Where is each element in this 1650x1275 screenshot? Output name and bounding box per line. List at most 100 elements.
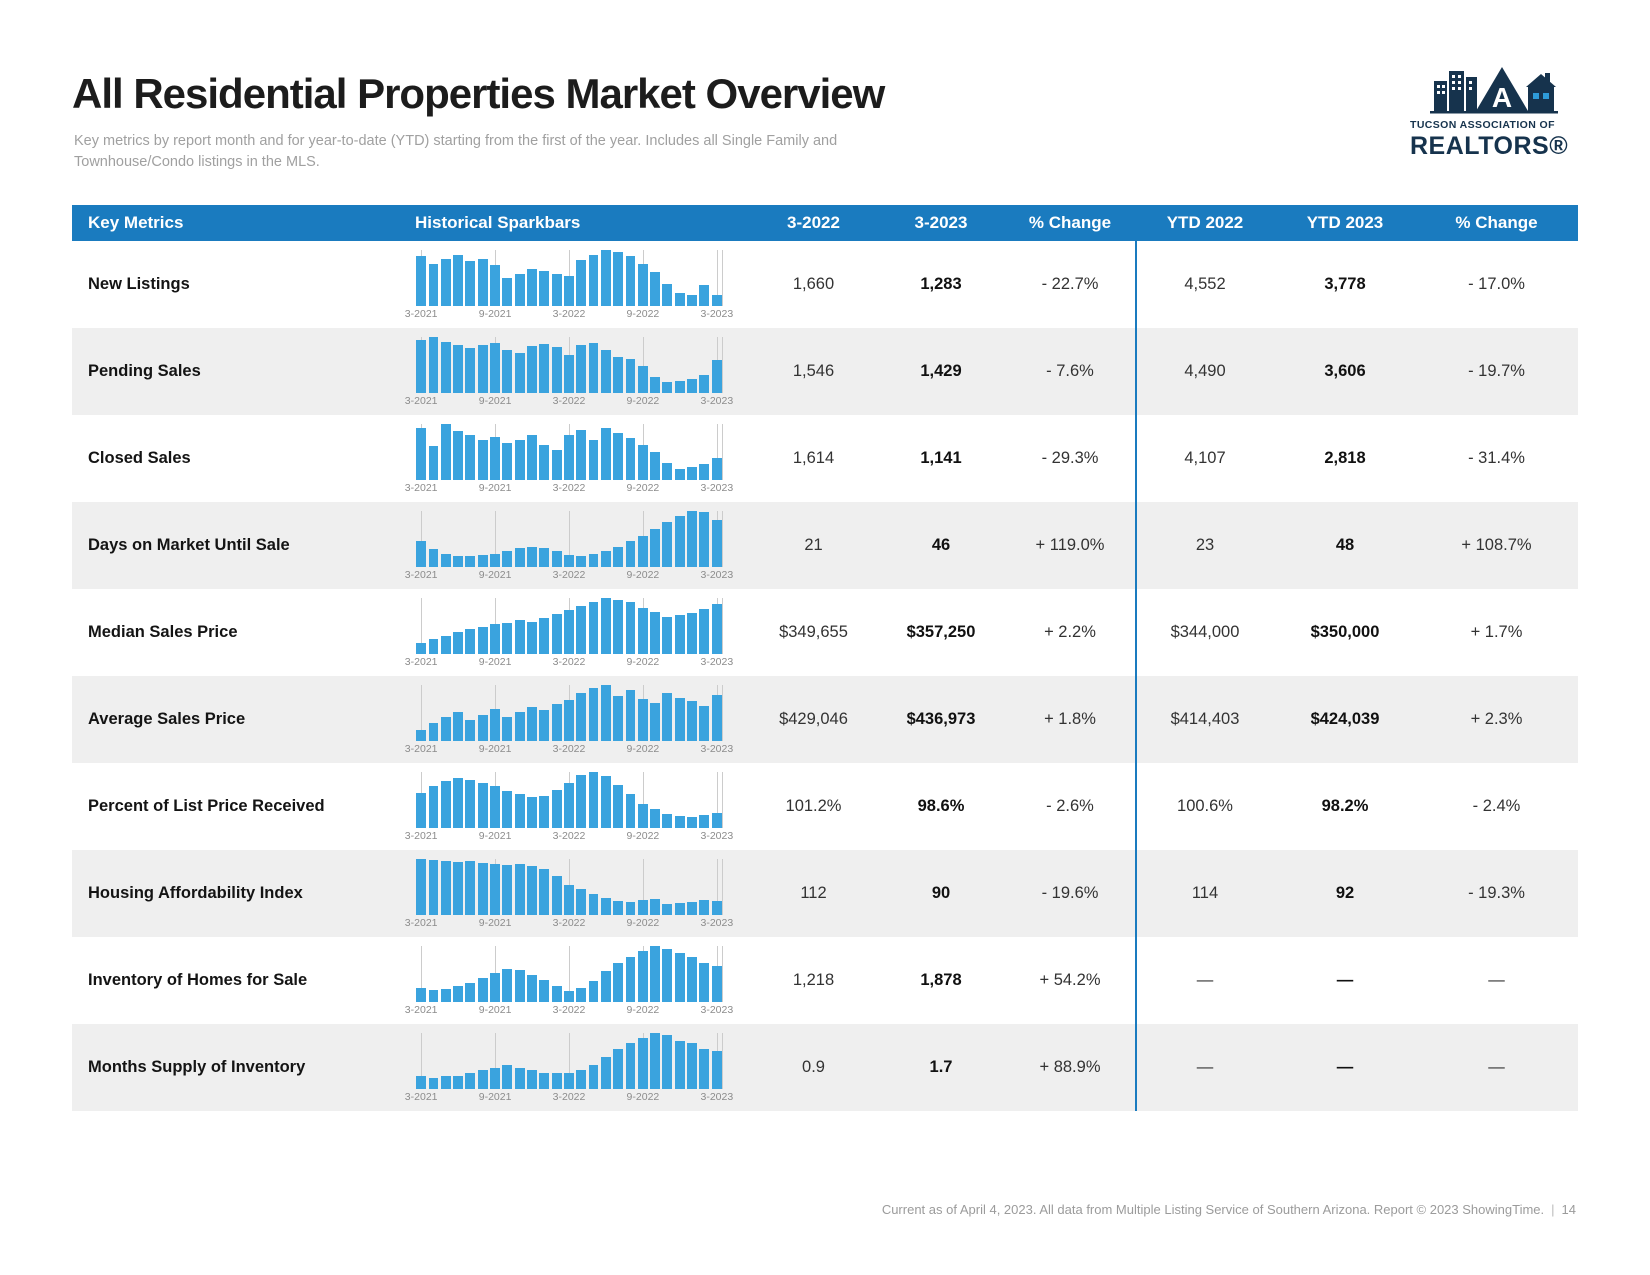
- spark-bar: [674, 293, 685, 306]
- spark-bar: [637, 900, 648, 915]
- spark-bar: [465, 861, 476, 915]
- spark-bar: [637, 535, 648, 567]
- spark-bar: [465, 720, 476, 741]
- spark-bar: [662, 283, 673, 306]
- spark-bar: [576, 774, 587, 828]
- spark-bar: [428, 1078, 439, 1089]
- spark-bar: [600, 970, 611, 1002]
- spark-bar: [576, 430, 587, 480]
- logo-org-name: TUCSON ASSOCIATION OF: [1410, 119, 1555, 131]
- spark-bar: [687, 510, 697, 567]
- spark-bar: [514, 440, 525, 480]
- axis-tick-label: 3-2021: [404, 1090, 438, 1103]
- spark-bar: [613, 546, 624, 567]
- spark-bar: [527, 269, 537, 306]
- spark-bar: [625, 437, 636, 480]
- spark-bar: [600, 897, 611, 915]
- axis-tick-label: 3-2022: [552, 829, 586, 842]
- spark-bar: [477, 258, 488, 306]
- axis-tick-label: 9-2021: [478, 568, 512, 581]
- svg-text:A: A: [1492, 82, 1512, 113]
- spark-bar: [453, 556, 464, 567]
- spark-bar: [699, 609, 710, 654]
- page-subtitle: Key metrics by report month and for year…: [74, 133, 838, 171]
- spark-bar: [576, 693, 587, 741]
- spark-bar: [563, 884, 574, 915]
- spark-bar: [465, 348, 476, 393]
- spark-bar: [699, 815, 710, 828]
- axis-tick-label: 9-2022: [626, 1003, 660, 1016]
- spark-bar: [613, 433, 624, 480]
- spark-bar: [490, 342, 500, 393]
- axis-tick-label: 9-2021: [478, 394, 512, 407]
- axis-tick-label: 3-2023: [700, 481, 734, 494]
- spark-bar: [527, 621, 537, 654]
- spark-bar: [699, 511, 710, 567]
- spark-bar: [637, 608, 648, 654]
- value-month-2022: 1,660: [792, 275, 835, 293]
- spark-bar: [416, 339, 427, 393]
- spark-bar: [613, 356, 624, 393]
- spark-bar: [699, 285, 710, 306]
- value-ytd-pct-change: - 2.4%: [1472, 797, 1521, 815]
- spark-bar: [502, 717, 513, 741]
- spark-bar: [613, 251, 624, 306]
- spark-bar: [551, 703, 562, 741]
- spark-bar: [600, 350, 611, 393]
- axis-tick-label: 3-2022: [552, 1003, 586, 1016]
- spark-bar: [465, 628, 476, 654]
- spark-bar: [563, 610, 574, 654]
- sparkbar-right-edge-line: [722, 249, 723, 306]
- metric-label: Pending Sales: [88, 361, 201, 380]
- page-title: All Residential Properties Market Overvi…: [72, 70, 885, 117]
- sparkbar-right-edge-line: [722, 336, 723, 393]
- spark-bar: [440, 1075, 451, 1089]
- value-ytd-2022: 4,107: [1184, 449, 1226, 467]
- spark-bar: [650, 809, 661, 828]
- sparkbar-right-edge-line: [722, 510, 723, 567]
- spark-bar: [428, 859, 439, 915]
- spark-bar: [477, 344, 488, 393]
- value-month-2022: 101.2%: [785, 797, 842, 815]
- metric-label: Inventory of Homes for Sale: [88, 970, 308, 989]
- spark-bar: [490, 437, 500, 480]
- spark-bar: [539, 618, 550, 654]
- col-header-month-2023: 3-2023: [914, 213, 968, 232]
- spark-bar: [662, 462, 673, 480]
- spark-bar: [625, 1043, 636, 1089]
- spark-bar: [650, 528, 661, 567]
- spark-bar: [687, 379, 697, 393]
- sparkbar-gridline: [421, 945, 423, 1002]
- spark-bar: [490, 709, 500, 741]
- spark-bar: [637, 698, 648, 741]
- spark-bar: [527, 796, 537, 828]
- spark-bar: [416, 256, 427, 306]
- spark-bar: [600, 597, 611, 654]
- spark-bar: [699, 900, 710, 915]
- tar-skyline-icon: A: [1430, 67, 1558, 114]
- spark-bar: [563, 699, 574, 741]
- sparkbar-gridline: [569, 1032, 570, 1089]
- spark-bar: [502, 865, 513, 915]
- spark-bar: [711, 965, 722, 1002]
- spark-bar: [490, 863, 500, 915]
- spark-bar: [551, 273, 562, 306]
- sparkbar-gridline: [569, 945, 570, 1002]
- spark-bar: [514, 1067, 525, 1089]
- axis-tick-label: 3-2022: [552, 655, 586, 668]
- spark-bar: [514, 970, 525, 1002]
- spark-bar: [502, 1064, 513, 1089]
- spark-bar: [625, 541, 636, 567]
- sparkbar-chart: 3-2021 9-2021 3-2022 9-2022 3-2023: [405, 502, 750, 589]
- sparkbar-gridline: [421, 510, 423, 567]
- spark-bar: [416, 428, 427, 480]
- spark-bar: [588, 771, 599, 828]
- value-ytd-pct-change: + 108.7%: [1461, 536, 1532, 554]
- axis-tick-label: 3-2021: [404, 1003, 438, 1016]
- spark-bar: [440, 988, 451, 1002]
- value-month-2023: 98.6%: [917, 797, 965, 815]
- spark-bar: [416, 793, 427, 828]
- value-ytd-2023: —: [1336, 1058, 1354, 1076]
- spark-bar: [416, 1075, 427, 1089]
- sparkbar-chart: 3-2021 9-2021 3-2022 9-2022 3-2023: [405, 763, 750, 850]
